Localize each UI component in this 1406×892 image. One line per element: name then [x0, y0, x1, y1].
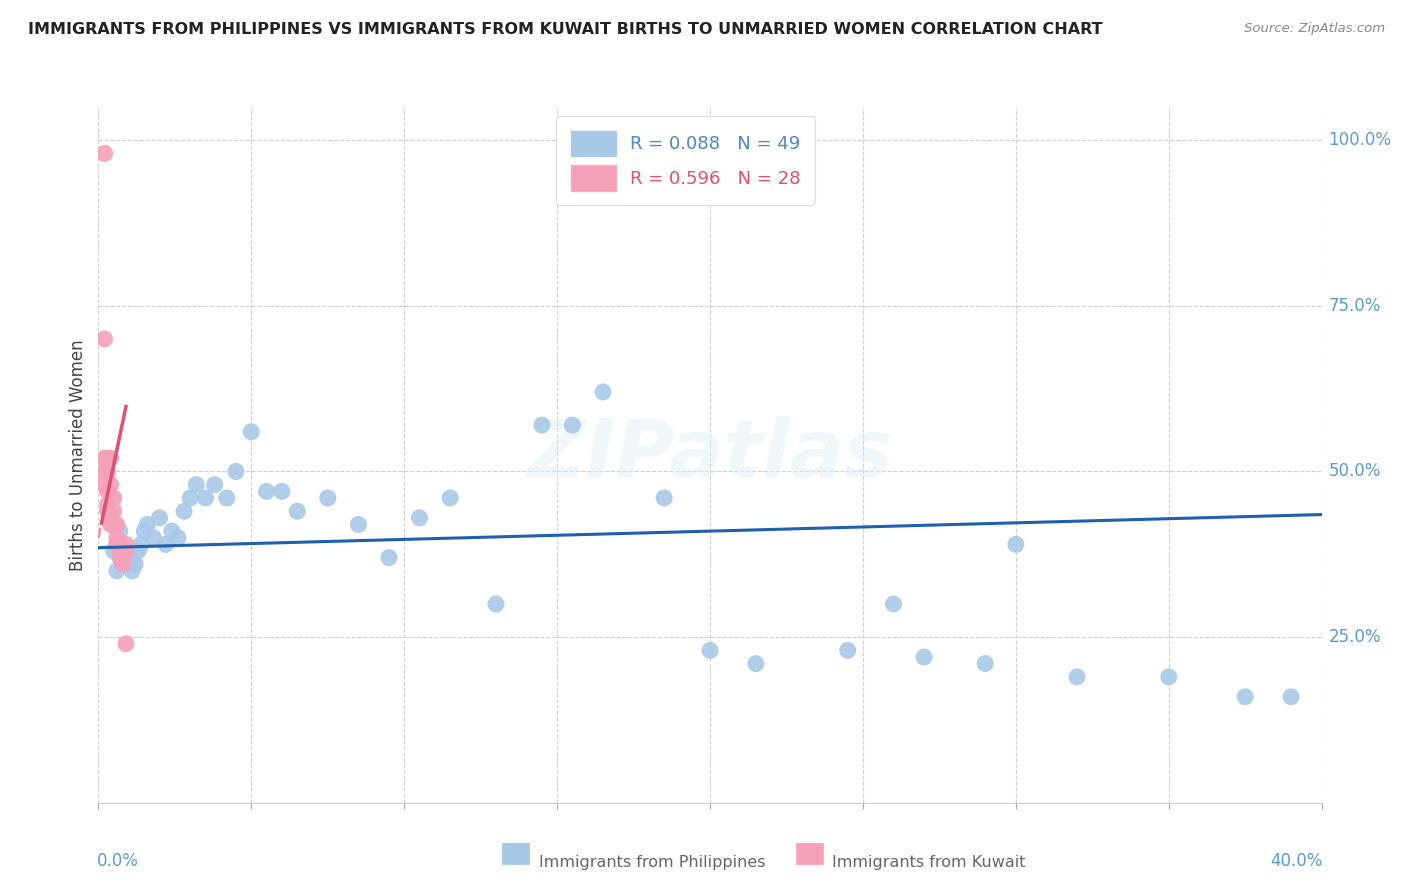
Point [115, 544, 138, 558]
Point [745, 657, 768, 671]
Point [105, 537, 128, 551]
Point [225, 465, 247, 479]
Text: 25.0%: 25.0% [1329, 628, 1381, 646]
Point [115, 637, 138, 651]
Text: ZIPatlas: ZIPatlas [527, 416, 893, 494]
Point [155, 537, 177, 551]
Point [912, 650, 935, 665]
Point [111, 550, 134, 565]
Point [160, 524, 183, 538]
Point [652, 491, 675, 505]
Point [115, 544, 138, 558]
Point [100, 511, 122, 525]
Point [179, 491, 201, 505]
Bar [502, 843, 529, 864]
Point [347, 517, 370, 532]
Text: 100.0%: 100.0% [1329, 131, 1392, 149]
Point [561, 418, 583, 433]
Point [173, 504, 195, 518]
Text: Immigrants from Philippines: Immigrants from Philippines [538, 855, 765, 870]
Point [136, 517, 159, 532]
Point [115, 537, 138, 551]
Point [108, 524, 131, 538]
Point [103, 504, 125, 518]
Point [111, 558, 134, 572]
Point [142, 531, 165, 545]
Point [149, 511, 172, 525]
Point [592, 384, 614, 399]
Point [439, 491, 461, 505]
Point [105, 564, 128, 578]
Point [129, 537, 152, 551]
Point [699, 643, 721, 657]
Point [883, 597, 905, 611]
Point [93, 465, 115, 479]
Legend: R = 0.088   N = 49, R = 0.596   N = 28: R = 0.088 N = 49, R = 0.596 N = 28 [557, 116, 815, 205]
Point [215, 491, 238, 505]
Point [100, 451, 122, 466]
Point [134, 524, 156, 538]
Text: Source: ZipAtlas.com: Source: ZipAtlas.com [1244, 22, 1385, 36]
Point [974, 657, 997, 671]
Point [127, 544, 149, 558]
Point [408, 511, 430, 525]
Point [97, 465, 120, 479]
Text: 50.0%: 50.0% [1329, 462, 1381, 481]
Point [204, 477, 226, 491]
Point [100, 517, 122, 532]
Point [97, 504, 120, 518]
Point [1004, 537, 1026, 551]
Point [105, 531, 128, 545]
Point [108, 544, 131, 558]
Point [118, 550, 141, 565]
Point [103, 544, 125, 558]
Point [103, 491, 125, 505]
Point [530, 418, 553, 433]
Point [378, 550, 401, 565]
Text: IMMIGRANTS FROM PHILIPPINES VS IMMIGRANTS FROM KUWAIT BIRTHS TO UNMARRIED WOMEN : IMMIGRANTS FROM PHILIPPINES VS IMMIGRANT… [28, 22, 1102, 37]
Point [100, 477, 122, 491]
Point [1234, 690, 1257, 704]
Point [485, 597, 508, 611]
Point [186, 477, 208, 491]
Point [1066, 670, 1088, 684]
Point [1279, 690, 1302, 704]
Text: 0.0%: 0.0% [97, 852, 139, 870]
Point [837, 643, 859, 657]
Point [194, 491, 217, 505]
Point [1157, 670, 1180, 684]
Point [270, 484, 292, 499]
Point [108, 537, 131, 551]
Point [285, 504, 308, 518]
Point [103, 517, 125, 532]
Point [97, 498, 120, 512]
Point [93, 332, 115, 346]
Point [256, 484, 278, 499]
Point [97, 451, 120, 466]
Point [93, 146, 115, 161]
Point [108, 550, 131, 565]
Point [93, 451, 115, 466]
Point [93, 477, 115, 491]
Point [97, 484, 120, 499]
Point [167, 531, 190, 545]
Point [121, 564, 143, 578]
Point [240, 425, 263, 439]
Point [105, 517, 128, 532]
Text: 40.0%: 40.0% [1271, 852, 1323, 870]
Text: Immigrants from Kuwait: Immigrants from Kuwait [832, 855, 1026, 870]
Text: 75.0%: 75.0% [1329, 297, 1381, 315]
Point [111, 558, 134, 572]
Point [124, 558, 146, 572]
Bar [796, 843, 823, 864]
Y-axis label: Births to Unmarried Women: Births to Unmarried Women [69, 339, 87, 571]
Point [316, 491, 339, 505]
